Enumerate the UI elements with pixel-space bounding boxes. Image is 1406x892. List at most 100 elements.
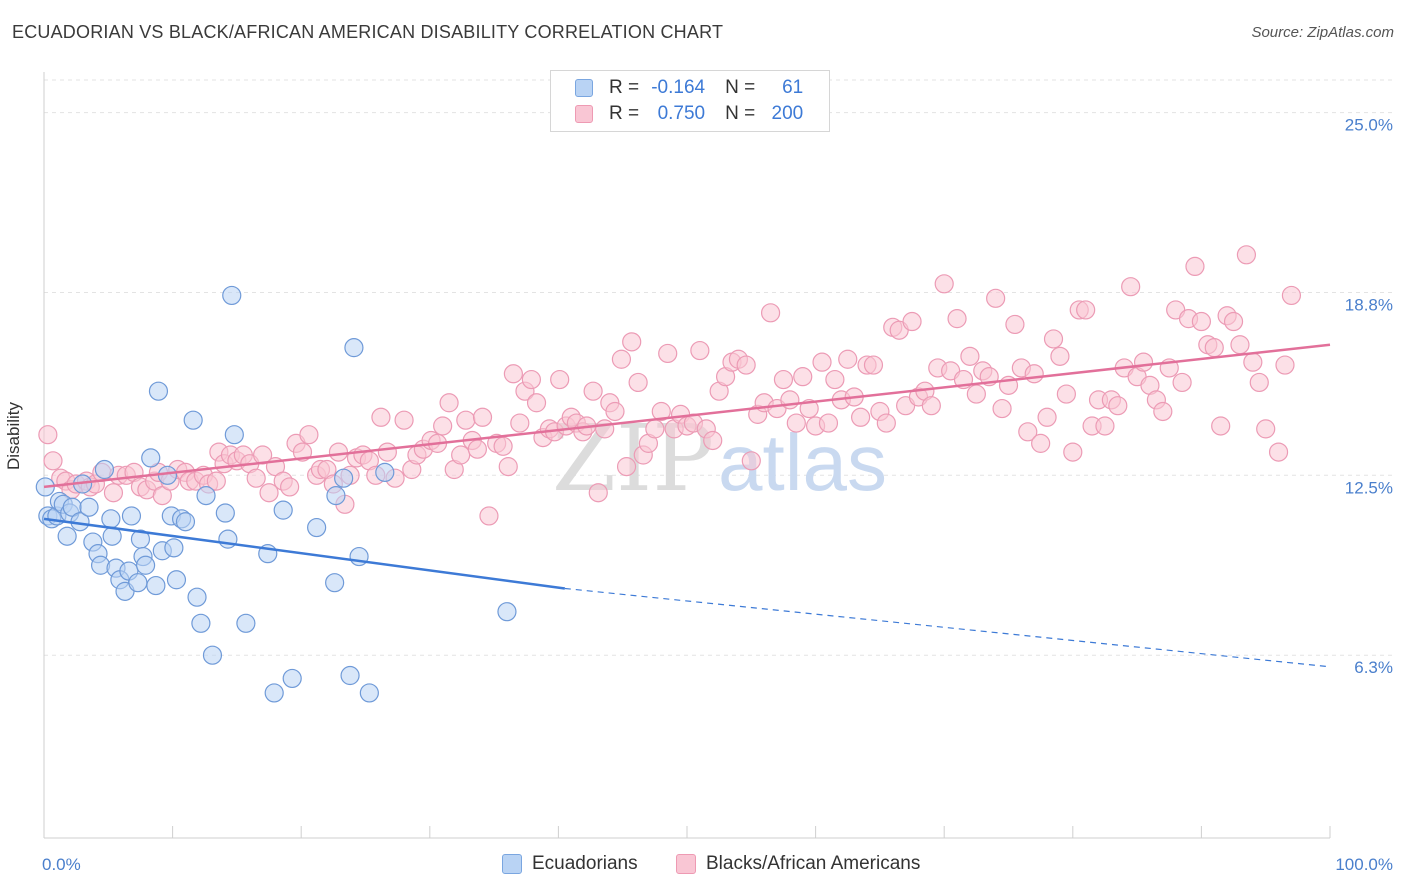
data-point-blacks (863, 355, 884, 375)
data-point-blacks (433, 416, 453, 436)
data-point-ecuadorians (121, 506, 142, 526)
data-point-blacks (1133, 352, 1154, 372)
data-point-ecuadorians (79, 497, 99, 517)
legend-n-value: 200 (771, 103, 804, 124)
data-point-ecuadorians (146, 575, 166, 596)
data-point-blacks (1108, 396, 1128, 416)
trend-lines (43, 343, 1331, 668)
data-point-blacks (588, 483, 608, 503)
data-point-ecuadorians (135, 555, 156, 575)
data-point-blacks (371, 407, 391, 427)
data-point-ecuadorians (222, 285, 242, 306)
data-point-blacks (280, 477, 300, 497)
data-point-blacks (1076, 300, 1096, 320)
data-point-blacks (498, 457, 518, 477)
data-point-blacks (1256, 419, 1276, 439)
trend-line-ecuadorians (43, 517, 565, 590)
data-point-blacks (467, 439, 487, 459)
data-point-blacks (521, 369, 541, 390)
trend-line-ecuadorians-extended (564, 587, 1331, 668)
legend-r-value: -0.164 (651, 77, 706, 98)
data-point-blacks (818, 413, 839, 433)
data-point-ecuadorians (325, 573, 345, 593)
legend-n-label: N = (725, 77, 756, 98)
data-point-blacks (595, 419, 615, 439)
data-point-blacks (1243, 352, 1263, 372)
data-point-ecuadorians (164, 538, 184, 558)
data-point-blacks (825, 369, 845, 390)
data-point-ecuadorians (326, 486, 346, 506)
data-point-ecuadorians (191, 613, 211, 633)
data-point-ecuadorians (187, 587, 207, 607)
data-point-blacks (703, 430, 723, 451)
data-point-blacks (651, 401, 671, 422)
data-point-blacks (1172, 372, 1192, 393)
data-point-ecuadorians (264, 683, 284, 703)
data-point-blacks (611, 349, 632, 369)
data-point-blacks (1281, 285, 1302, 306)
data-point-blacks (876, 413, 896, 433)
bottom-legend-ecuadorians: Ecuadorians (502, 852, 638, 876)
data-point-blacks (1268, 442, 1289, 462)
data-point-blacks (103, 483, 124, 503)
data-point-ecuadorians (94, 459, 115, 480)
data-point-blacks (1005, 314, 1025, 335)
legend-swatch-pink (575, 105, 593, 123)
legend-r-label: R = (609, 103, 640, 124)
data-point-blacks (1037, 407, 1057, 427)
chart-title: ECUADORIAN VS BLACK/AFRICAN AMERICAN DIS… (12, 22, 724, 42)
data-point-blacks (479, 506, 499, 526)
data-point-blacks (741, 451, 761, 471)
data-point-ecuadorians (375, 462, 395, 483)
data-point-ecuadorians (157, 465, 178, 485)
data-point-ecuadorians (183, 410, 203, 430)
data-point-ecuadorians (224, 425, 244, 445)
data-point-blacks (622, 332, 642, 352)
data-point-blacks (838, 349, 858, 369)
data-point-ecuadorians (282, 668, 302, 689)
data-point-blacks (394, 410, 414, 430)
data-point-blacks (1056, 384, 1076, 404)
bottom-legend-label: Ecuadorians (532, 853, 638, 874)
data-point-blacks (1031, 433, 1051, 453)
data-point-blacks (992, 398, 1012, 419)
y-tick-label: 12.5% (1345, 478, 1393, 497)
legend-row-blacks: R = 0.750 N = 200 (575, 102, 803, 126)
grid-lines (44, 79, 1392, 656)
data-point-blacks (328, 442, 349, 462)
data-point-blacks (934, 274, 954, 294)
series-ecuadorians (35, 285, 517, 703)
data-point-blacks (1249, 372, 1269, 393)
data-point-blacks (736, 355, 756, 375)
bottom-legend-label: Blacks/African Americans (706, 853, 921, 874)
x-tick-label: 100.0% (1335, 855, 1393, 874)
data-point-blacks (206, 471, 226, 491)
data-point-blacks (1121, 277, 1141, 297)
bottom-legend-blacks: Blacks/African Americans (676, 852, 920, 876)
data-point-ecuadorians (141, 448, 161, 468)
data-point-ecuadorians (236, 613, 256, 633)
data-point-ecuadorians (166, 570, 187, 590)
data-point-blacks (947, 309, 967, 329)
y-tick-label: 18.8% (1345, 296, 1393, 315)
data-point-blacks (43, 451, 63, 471)
data-point-ecuadorians (344, 338, 364, 358)
data-point-ecuadorians (196, 486, 216, 506)
data-point-blacks (1018, 422, 1038, 442)
data-point-blacks (583, 381, 603, 401)
data-point-blacks (1024, 364, 1044, 384)
data-point-blacks (658, 343, 678, 364)
data-point-blacks (616, 457, 637, 477)
data-point-blacks (645, 419, 665, 439)
data-point-blacks (605, 401, 625, 422)
data-point-blacks (451, 445, 471, 465)
data-point-blacks (1050, 346, 1070, 366)
data-point-blacks (1043, 329, 1064, 349)
data-point-blacks (812, 352, 832, 372)
trend-line-blacks (43, 343, 1331, 489)
data-point-ecuadorians (128, 573, 148, 593)
data-point-blacks (921, 396, 941, 416)
data-point-ecuadorians (497, 602, 517, 622)
x-tick-labels: 0.0% 100.0% (42, 855, 1393, 874)
